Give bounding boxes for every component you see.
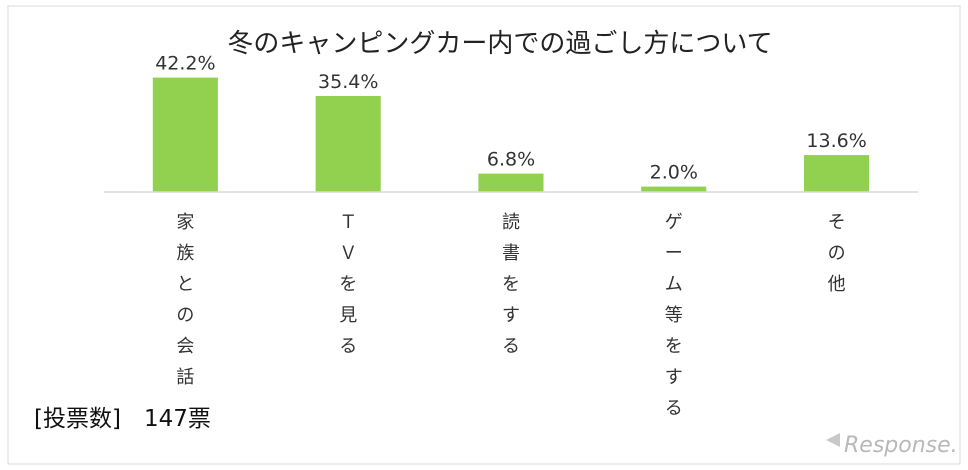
- value-label-1: 35.4%: [318, 71, 378, 93]
- response-logo-mark-icon: [826, 433, 840, 447]
- bar-2: [478, 173, 544, 192]
- response-watermark: Response.: [844, 433, 958, 458]
- category-label-0: 家族との会話: [176, 212, 194, 388]
- category-label-1: ＴＶを見る: [339, 212, 357, 357]
- chart-title: 冬のキャンピングカー内での過ごし方について: [227, 29, 772, 59]
- value-label-0: 42.2%: [155, 53, 215, 75]
- category-label-4: その他: [828, 212, 846, 295]
- category-label-3: ゲーム等をする: [665, 212, 683, 419]
- vote-count-note: [投票数] 147票: [34, 406, 211, 432]
- bar-0: [152, 77, 218, 192]
- bar-4: [804, 155, 870, 192]
- bar-3: [641, 186, 707, 192]
- bar-1: [315, 96, 381, 192]
- response-logo: Response.: [826, 433, 958, 458]
- category-labels-group: 家族との会話 ＴＶを見る 読書をする ゲーム等をする その他: [176, 212, 845, 419]
- bars-group: [152, 77, 870, 192]
- value-label-3: 2.0%: [650, 162, 698, 184]
- value-label-4: 13.6%: [806, 130, 866, 152]
- chart-frame: [7, 5, 961, 465]
- value-labels-group: 42.2% 35.4% 6.8% 2.0% 13.6%: [155, 53, 867, 184]
- value-label-2: 6.8%: [487, 149, 535, 171]
- category-label-2: 読書をする: [502, 212, 520, 357]
